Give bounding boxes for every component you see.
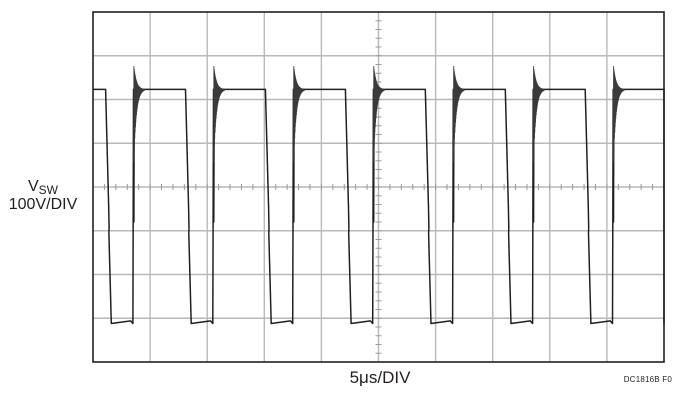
- y-label-main: V: [27, 178, 39, 195]
- ringing-burst: [612, 66, 625, 163]
- ringing-burst: [293, 66, 305, 163]
- figure-code: DC1816B F0: [623, 375, 672, 384]
- y-axis-scale: 100V/DIV: [8, 196, 78, 213]
- plot-frame: [92, 11, 665, 363]
- ringing-burst: [133, 66, 146, 163]
- y-label-sub: SW: [38, 183, 58, 197]
- ringing-burst: [373, 66, 385, 163]
- x-axis-label: 5μs/DIV: [349, 368, 411, 387]
- ringing-burst: [533, 66, 545, 163]
- y-axis-label: VSW 100V/DIV: [0, 178, 86, 214]
- ringing-burst: [213, 66, 226, 163]
- ringing-burst: [453, 66, 465, 163]
